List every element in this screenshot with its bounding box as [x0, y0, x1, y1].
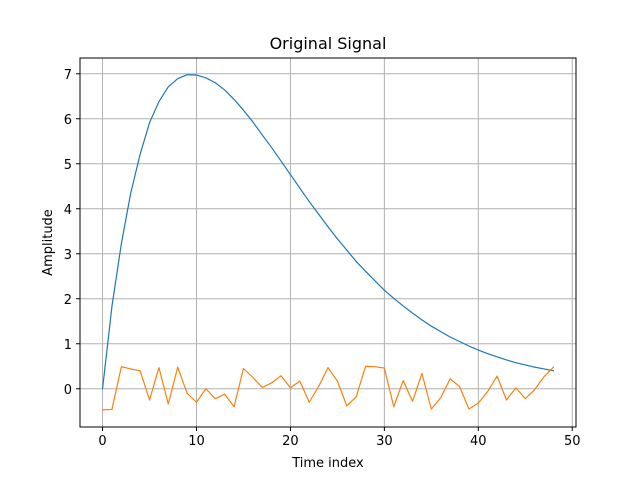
y-tick-label: 3 — [64, 248, 72, 263]
y-tick-label: 5 — [64, 158, 72, 173]
x-tick-label: 40 — [470, 434, 487, 449]
y-tick-label: 2 — [64, 293, 72, 308]
x-tick-label: 20 — [282, 434, 299, 449]
y-axis-label: Amplitude — [41, 209, 56, 276]
chart-title: Original Signal — [270, 34, 387, 53]
y-axis: 0 1 2 3 4 5 6 7 — [64, 68, 80, 398]
y-tick-label: 1 — [64, 338, 72, 353]
grid — [80, 58, 576, 427]
series-lines — [101, 74, 555, 411]
x-tick-label: 30 — [376, 434, 393, 449]
y-tick-label: 6 — [64, 113, 72, 128]
x-axis-label: Time index — [291, 456, 364, 471]
y-tick-label: 4 — [64, 203, 72, 218]
y-tick-label: 7 — [64, 68, 72, 83]
x-tick-label: 10 — [188, 434, 205, 449]
series-line-1 — [101, 74, 555, 390]
y-tick-label: 0 — [64, 383, 72, 398]
series-line-2 — [101, 365, 555, 411]
x-axis: 0 10 20 30 40 50 — [98, 427, 581, 449]
plot-frame — [79, 57, 577, 428]
x-tick-label: 0 — [98, 434, 106, 449]
x-tick-label: 50 — [564, 434, 581, 449]
